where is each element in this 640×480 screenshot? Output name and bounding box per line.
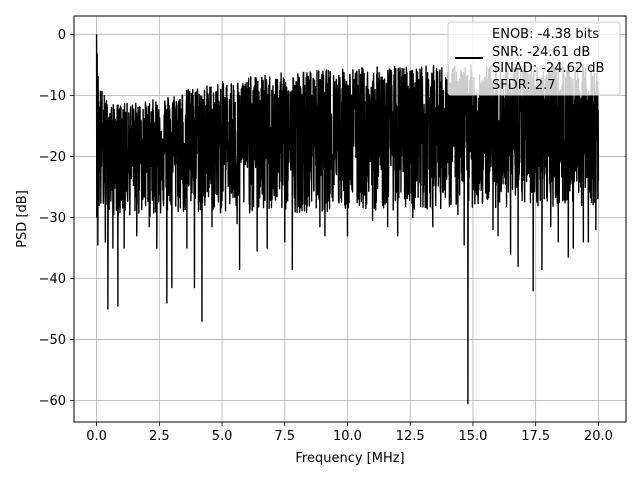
x-tick-label: 5.0 bbox=[212, 429, 233, 444]
legend-enob: ENOB: -4.38 bits bbox=[492, 27, 599, 42]
x-tick-label: 2.5 bbox=[149, 429, 170, 444]
y-tick-label: −40 bbox=[39, 272, 66, 287]
x-tick-label: 17.5 bbox=[521, 429, 550, 444]
y-axis-ticks: 0 −10 −20 −30 −40 −50 −60 bbox=[39, 28, 74, 409]
psd-trace bbox=[95, 34, 600, 405]
y-tick-label: −20 bbox=[39, 150, 66, 165]
legend-sinad: SINAD: -24.62 dB bbox=[492, 61, 604, 76]
x-axis-label: Frequency [MHz] bbox=[295, 451, 404, 466]
legend-sfdr: SFDR: 2.7 bbox=[492, 78, 556, 93]
y-axis-label: PSD [dB] bbox=[15, 190, 30, 248]
y-tick-label: −30 bbox=[39, 211, 66, 226]
plot-frame bbox=[73, 15, 627, 423]
x-tick-label: 15.0 bbox=[458, 429, 487, 444]
x-tick-label: 12.5 bbox=[396, 429, 425, 444]
y-tick-label: 0 bbox=[58, 28, 66, 43]
y-tick-label: −50 bbox=[39, 333, 66, 348]
x-tick-label: 10.0 bbox=[333, 429, 362, 444]
x-tick-label: 7.5 bbox=[274, 429, 295, 444]
x-axis-ticks: 0.0 2.5 5.0 7.5 10.0 12.5 15.0 17.5 20.0 bbox=[86, 422, 613, 444]
x-tick-label: 20.0 bbox=[584, 429, 613, 444]
legend-box bbox=[447, 21, 621, 96]
y-tick-label: −60 bbox=[39, 394, 66, 409]
legend-snr: SNR: -24.61 dB bbox=[492, 45, 590, 60]
y-tick-label: −10 bbox=[39, 89, 66, 104]
legend: ENOB: -4.38 bits SNR: -24.61 dB SINAD: -… bbox=[447, 21, 621, 96]
x-tick-label: 0.0 bbox=[86, 429, 107, 444]
series-layer bbox=[95, 34, 600, 405]
